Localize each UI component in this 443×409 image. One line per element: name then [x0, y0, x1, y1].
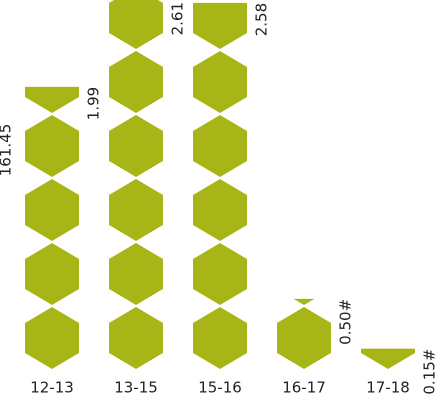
bar — [108, 0, 164, 370]
x-tick-label: 17-18 — [366, 379, 410, 397]
bar — [276, 298, 332, 370]
value-label: 2.58 — [253, 3, 271, 36]
bar — [24, 86, 80, 371]
bar — [360, 348, 416, 370]
x-tick-label: 12-13 — [30, 379, 74, 397]
value-label: 1.99 — [85, 87, 103, 120]
value-label: 2.61 — [169, 2, 187, 35]
x-tick-label: 16-17 — [282, 379, 326, 397]
value-label: 0.15# — [421, 349, 439, 395]
x-tick-label: 13-15 — [114, 379, 158, 397]
annotation: 161.45 — [0, 124, 15, 177]
value-label: 0.50# — [337, 299, 355, 345]
x-tick-label: 15-16 — [198, 379, 242, 397]
bar — [192, 2, 248, 370]
